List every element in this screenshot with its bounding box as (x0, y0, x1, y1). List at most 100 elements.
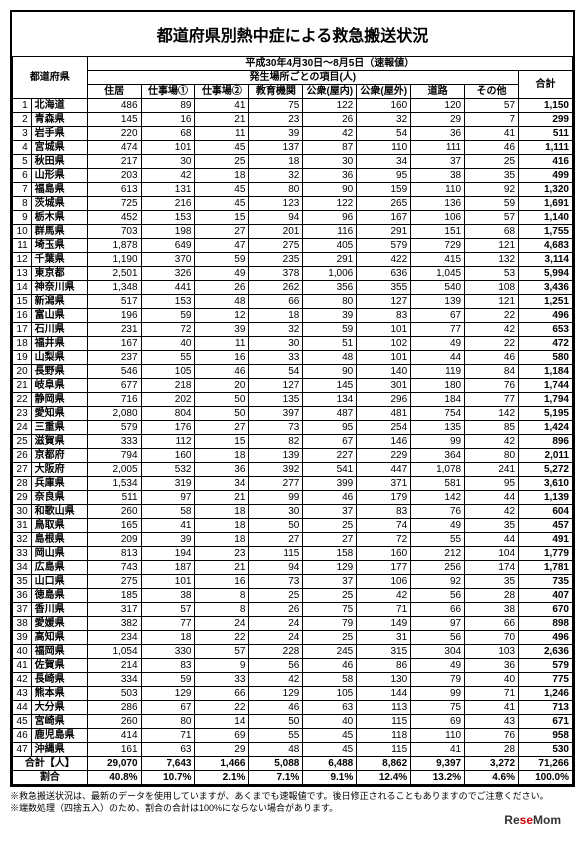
row-total: 2,636 (519, 645, 573, 659)
row-cell: 167 (87, 337, 141, 351)
row-cell: 218 (141, 379, 195, 393)
row-cell: 179 (357, 491, 411, 505)
row-num: 14 (13, 281, 32, 295)
row-cell: 441 (141, 281, 195, 295)
row-cell: 87 (303, 141, 357, 155)
row-cell: 414 (87, 729, 141, 743)
row-cell: 44 (411, 351, 465, 365)
row-cell: 21 (195, 113, 249, 127)
table-row: 1北海道486894175122160120571,150 (13, 99, 573, 113)
row-num: 42 (13, 673, 32, 687)
row-cell: 58 (303, 673, 357, 687)
table-row: 39高知県23418222425315670496 (13, 631, 573, 645)
row-pref: 山形県 (31, 169, 87, 183)
row-cell: 28 (465, 743, 519, 757)
row-cell: 160 (357, 99, 411, 113)
row-cell: 129 (303, 561, 357, 575)
row-cell: 30 (303, 155, 357, 169)
row-cell: 83 (357, 309, 411, 323)
row-cell: 129 (249, 687, 303, 701)
row-num: 23 (13, 407, 32, 421)
table-row: 41佐賀県2148395646864936579 (13, 659, 573, 673)
row-cell: 80 (303, 295, 357, 309)
row-cell: 18 (195, 449, 249, 463)
row-cell: 101 (357, 323, 411, 337)
row-num: 43 (13, 687, 32, 701)
row-cell: 75 (303, 603, 357, 617)
table-row: 20長野県546105465490140119841,184 (13, 365, 573, 379)
row-pref: 埼玉県 (31, 239, 87, 253)
row-cell: 103 (465, 645, 519, 659)
row-cell: 26 (249, 603, 303, 617)
sum-cell: 8,862 (357, 757, 411, 771)
row-cell: 256 (411, 561, 465, 575)
row-cell: 90 (303, 183, 357, 197)
row-cell: 30 (249, 337, 303, 351)
row-num: 13 (13, 267, 32, 281)
row-cell: 532 (141, 463, 195, 477)
row-cell: 115 (249, 547, 303, 561)
row-cell: 134 (303, 393, 357, 407)
table-row: 40福岡県1,054330572282453153041032,636 (13, 645, 573, 659)
row-pref: 兵庫県 (31, 477, 87, 491)
row-cell: 50 (195, 407, 249, 421)
row-num: 33 (13, 547, 32, 561)
row-cell: 153 (141, 211, 195, 225)
row-total: 1,246 (519, 687, 573, 701)
row-cell: 159 (357, 183, 411, 197)
row-pref: 鹿児島県 (31, 729, 87, 743)
row-cell: 42 (465, 505, 519, 519)
th-c4: 教育機関 (249, 85, 303, 99)
row-cell: 72 (141, 323, 195, 337)
row-cell: 333 (87, 435, 141, 449)
row-cell: 120 (411, 99, 465, 113)
row-total: 671 (519, 715, 573, 729)
row-cell: 275 (249, 239, 303, 253)
sum-cell: 1,466 (195, 757, 249, 771)
row-cell: 111 (411, 141, 465, 155)
row-total: 496 (519, 309, 573, 323)
row-cell: 42 (465, 435, 519, 449)
row-cell: 245 (303, 645, 357, 659)
row-cell: 18 (195, 533, 249, 547)
th-c3: 仕事場② (195, 85, 249, 99)
row-cell: 541 (303, 463, 357, 477)
row-cell: 79 (411, 673, 465, 687)
row-cell: 139 (411, 295, 465, 309)
row-cell: 176 (141, 421, 195, 435)
row-cell: 118 (357, 729, 411, 743)
table-row: 47沖縄県161632948451154128530 (13, 743, 573, 757)
table-row: 7福島県613131458090159110921,320 (13, 183, 573, 197)
table-row: 30和歌山県26058183037837642604 (13, 505, 573, 519)
row-cell: 36 (195, 463, 249, 477)
row-cell: 56 (411, 631, 465, 645)
row-cell: 146 (357, 435, 411, 449)
row-cell: 54 (249, 365, 303, 379)
table-row: 38愛媛県382772424791499766898 (13, 617, 573, 631)
row-cell: 378 (249, 267, 303, 281)
row-cell: 813 (87, 547, 141, 561)
row-total: 457 (519, 519, 573, 533)
row-total: 653 (519, 323, 573, 337)
row-cell: 41 (195, 99, 249, 113)
row-pref: 岐阜県 (31, 379, 87, 393)
table-row: 6山形県20342183236953835499 (13, 169, 573, 183)
table-row: 9栃木県452153159496167106571,140 (13, 211, 573, 225)
row-cell: 59 (141, 309, 195, 323)
row-cell: 24 (195, 617, 249, 631)
row-num: 27 (13, 463, 32, 477)
row-num: 16 (13, 309, 32, 323)
row-pref: 熊本県 (31, 687, 87, 701)
row-cell: 1,878 (87, 239, 141, 253)
row-cell: 716 (87, 393, 141, 407)
row-cell: 46 (465, 141, 519, 155)
row-cell: 44 (465, 491, 519, 505)
row-cell: 209 (87, 533, 141, 547)
row-total: 1,140 (519, 211, 573, 225)
row-cell: 158 (303, 547, 357, 561)
row-pref: 宮崎県 (31, 715, 87, 729)
row-pref: 山梨県 (31, 351, 87, 365)
row-cell: 34 (357, 155, 411, 169)
table-row: 3岩手県22068113942543641511 (13, 127, 573, 141)
row-cell: 47 (195, 239, 249, 253)
